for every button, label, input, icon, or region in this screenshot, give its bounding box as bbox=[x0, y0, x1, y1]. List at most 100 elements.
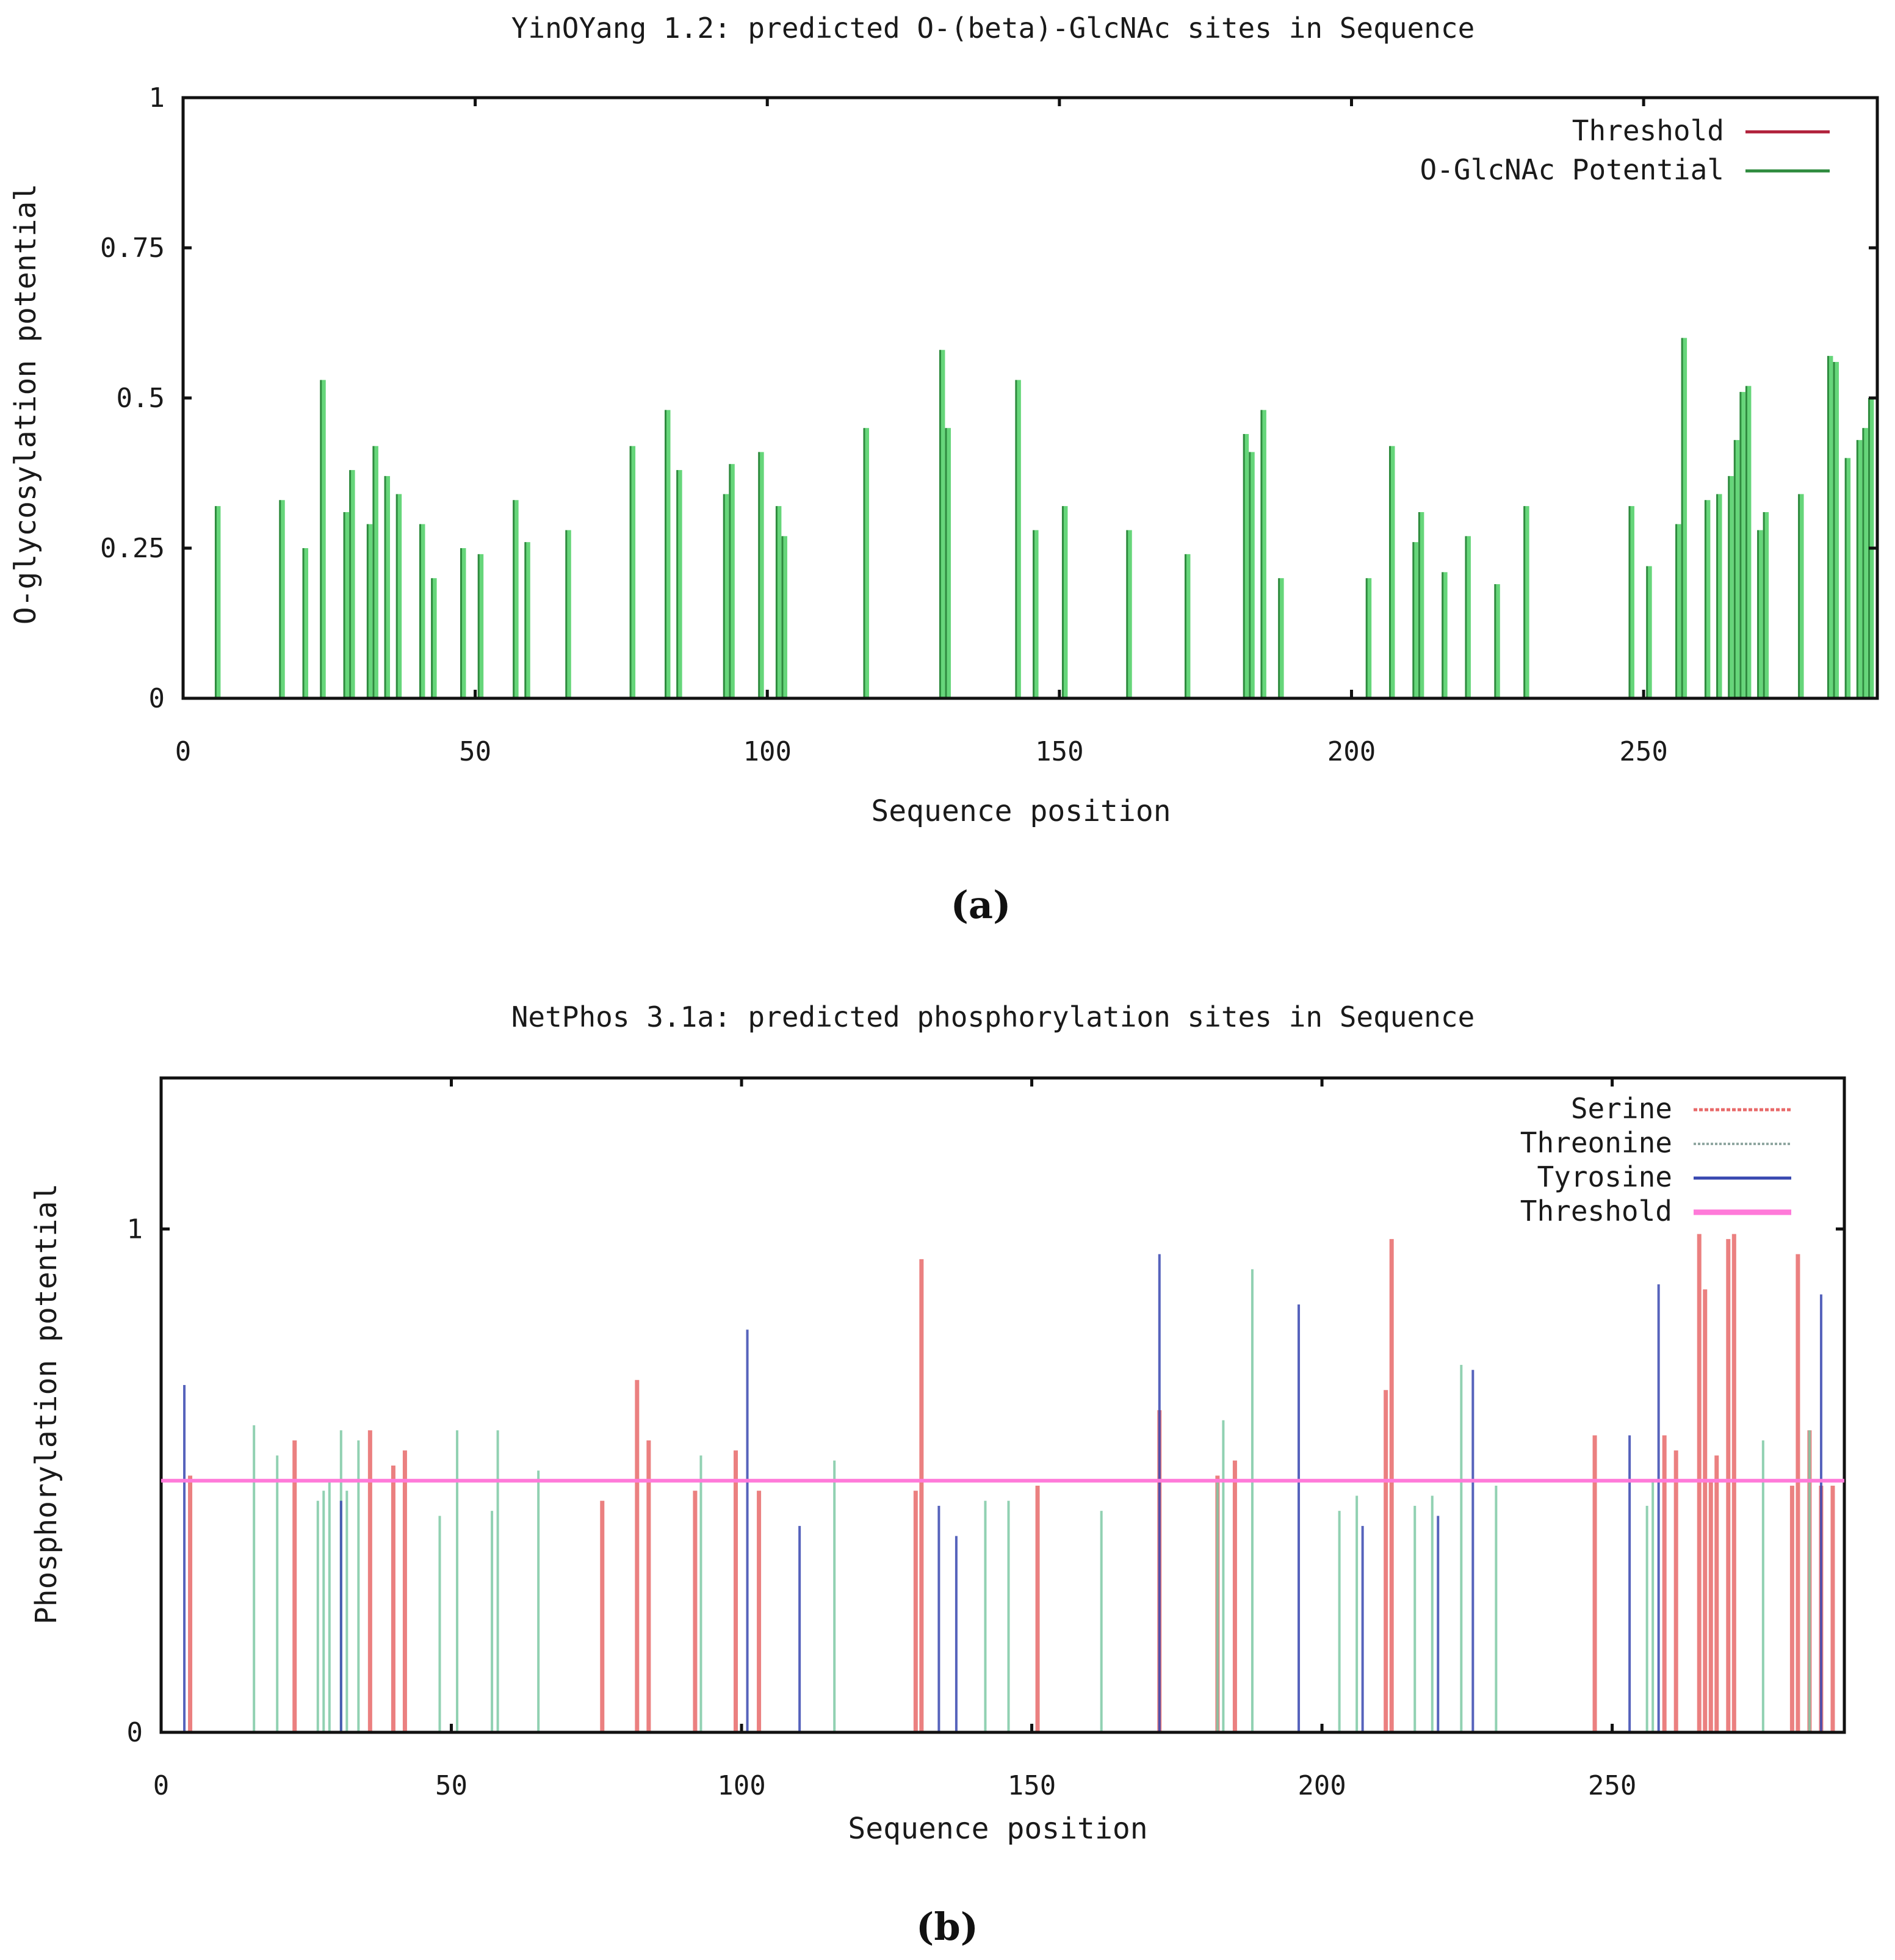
chart-a-bar bbox=[397, 494, 402, 698]
chart-a-bar bbox=[1366, 578, 1372, 698]
chart-a-bar bbox=[729, 464, 735, 698]
y-tick-label: 1 bbox=[127, 1213, 143, 1245]
chart-b-bar-threonine bbox=[322, 1491, 325, 1732]
chart-b-bar-serine bbox=[693, 1491, 698, 1732]
chart-b-bar-tyrosine bbox=[955, 1536, 958, 1732]
chart-a-bar bbox=[350, 470, 355, 698]
y-tick-label: 0.25 bbox=[100, 533, 165, 564]
chart-b-bar-serine bbox=[1830, 1485, 1835, 1732]
x-tick-label: 250 bbox=[1619, 736, 1667, 767]
chart-a-bar bbox=[782, 536, 787, 698]
chart-b-bar-threonine bbox=[438, 1516, 441, 1732]
chart-b-bar-threonine bbox=[1222, 1420, 1225, 1732]
chart-b-bar-threonine bbox=[1007, 1500, 1010, 1732]
chart-a-bar bbox=[1705, 500, 1711, 698]
chart-a-bar bbox=[280, 500, 285, 698]
x-tick-label: 100 bbox=[717, 1770, 765, 1801]
chart-a-bar bbox=[215, 506, 221, 698]
chart-b-bar-serine bbox=[1714, 1455, 1719, 1732]
chart-b-bar-tyrosine bbox=[937, 1505, 940, 1732]
x-tick-label: 50 bbox=[435, 1770, 467, 1801]
chart-b-bar-threonine bbox=[1431, 1495, 1434, 1732]
chart-b-bar-serine bbox=[635, 1380, 640, 1732]
chart-a-bar bbox=[1746, 386, 1752, 698]
chart-a-bar bbox=[1857, 439, 1863, 698]
chart-b-bar-serine bbox=[913, 1491, 918, 1732]
chart-a-bar bbox=[344, 512, 350, 698]
chart-b-bar-tyrosine bbox=[1298, 1304, 1301, 1732]
chart-a-bar bbox=[431, 578, 437, 698]
chart-b-bar-serine bbox=[1232, 1460, 1237, 1732]
chart-b-x-ticks: 0 50 100 150 200 250 bbox=[153, 1078, 1636, 1801]
chart-b-bar-serine bbox=[292, 1440, 297, 1732]
chart-a-bar bbox=[1524, 506, 1529, 698]
chart-b-bar-tyrosine bbox=[339, 1500, 342, 1732]
chart-b-bar-threonine bbox=[491, 1511, 494, 1732]
chart-a-bar bbox=[1016, 380, 1021, 698]
chart-a-legend-label-potential: O-GlcNAc Potential bbox=[1420, 153, 1725, 186]
x-tick-label: 100 bbox=[743, 736, 791, 767]
chart-b-bar-serine bbox=[1703, 1289, 1708, 1732]
chart-b-bar-tyrosine bbox=[1158, 1254, 1161, 1732]
chart-b-bar-serine bbox=[734, 1450, 738, 1732]
chart-a-bar bbox=[1728, 476, 1734, 698]
chart-a-bar bbox=[373, 446, 378, 698]
chart-a-bar bbox=[1413, 542, 1418, 698]
chart-a-bar bbox=[367, 524, 373, 698]
chart-b-bar-serine bbox=[1035, 1485, 1040, 1732]
chart-b-bar-threonine bbox=[699, 1455, 702, 1732]
x-tick-label: 0 bbox=[175, 736, 192, 767]
chart-a-bar bbox=[1465, 536, 1471, 698]
chart-b-bar-threonine bbox=[1216, 1480, 1219, 1732]
chart-a-bar bbox=[1828, 356, 1833, 698]
chart-b-bar-threonine bbox=[1100, 1511, 1103, 1732]
chart-a-x-ticks: 0 50 100 150 200 250 bbox=[175, 98, 1668, 767]
chart-a-bar bbox=[385, 476, 391, 698]
chart-b-legend-label-tyrosine: Tyrosine bbox=[1537, 1160, 1672, 1193]
caption-a: (a) bbox=[951, 883, 1011, 927]
chart-b-bar-threonine bbox=[1355, 1495, 1359, 1732]
chart-b-bar-threonine bbox=[984, 1500, 987, 1732]
chart-b-bar-threonine bbox=[316, 1500, 319, 1732]
chart-a-bar bbox=[1833, 361, 1839, 698]
chart-a-bar bbox=[513, 500, 519, 698]
chart-a-bar bbox=[320, 380, 326, 698]
chart-a-y-ticks: 0 0.25 0.5 0.75 1 bbox=[100, 82, 1877, 714]
chart-a-bar bbox=[1390, 446, 1395, 698]
chart-b-bar-tyrosine bbox=[1361, 1525, 1364, 1732]
chart-a-bar bbox=[566, 530, 571, 698]
chart-b-bar-serine bbox=[1789, 1485, 1794, 1732]
chart-b-bar-serine bbox=[391, 1465, 395, 1732]
chart-b-bar-threonine bbox=[1808, 1430, 1811, 1732]
chart-b-bar-threonine bbox=[1413, 1505, 1417, 1732]
chart-b-bar-threonine bbox=[345, 1491, 348, 1732]
chart-a-bar bbox=[478, 554, 484, 698]
chart-a-bar bbox=[776, 506, 782, 698]
chart-b-bar-tyrosine bbox=[1437, 1516, 1440, 1732]
chart-b-bar-serine bbox=[1592, 1435, 1597, 1732]
x-tick-label: 0 bbox=[153, 1770, 170, 1801]
chart-b-bar-threonine bbox=[833, 1460, 836, 1732]
chart-b-bar-serine bbox=[1726, 1239, 1731, 1732]
chart-a-bar bbox=[1261, 410, 1266, 698]
chart-a-bar bbox=[945, 428, 951, 698]
chart-a-bar bbox=[1244, 434, 1249, 698]
chart-b-bar-threonine bbox=[496, 1430, 499, 1732]
chart-b-bar-threonine bbox=[1495, 1485, 1498, 1732]
chart-b-bar-serine bbox=[600, 1500, 605, 1732]
chart-a-bar bbox=[864, 428, 869, 698]
chart-a-bar bbox=[759, 452, 764, 698]
chart-a-bar bbox=[1682, 338, 1687, 698]
chart-a-bar bbox=[1495, 584, 1500, 698]
y-tick-label: 0 bbox=[127, 1717, 143, 1748]
chart-a-bar bbox=[630, 446, 636, 698]
chart-a-bar bbox=[665, 410, 671, 698]
chart-a-bar bbox=[1764, 512, 1769, 698]
chart-a-y-axis-label: O-glycosylation potential bbox=[9, 184, 43, 624]
chart-b-bar-serine bbox=[402, 1450, 407, 1732]
chart-a-bar bbox=[1846, 458, 1851, 698]
chart-b-bar-threonine bbox=[253, 1425, 256, 1732]
chart-b-phosphorylation: NetPhos 3.1a: predicted phosphorylation … bbox=[29, 1000, 1846, 1846]
chart-a-bar bbox=[1799, 494, 1804, 698]
